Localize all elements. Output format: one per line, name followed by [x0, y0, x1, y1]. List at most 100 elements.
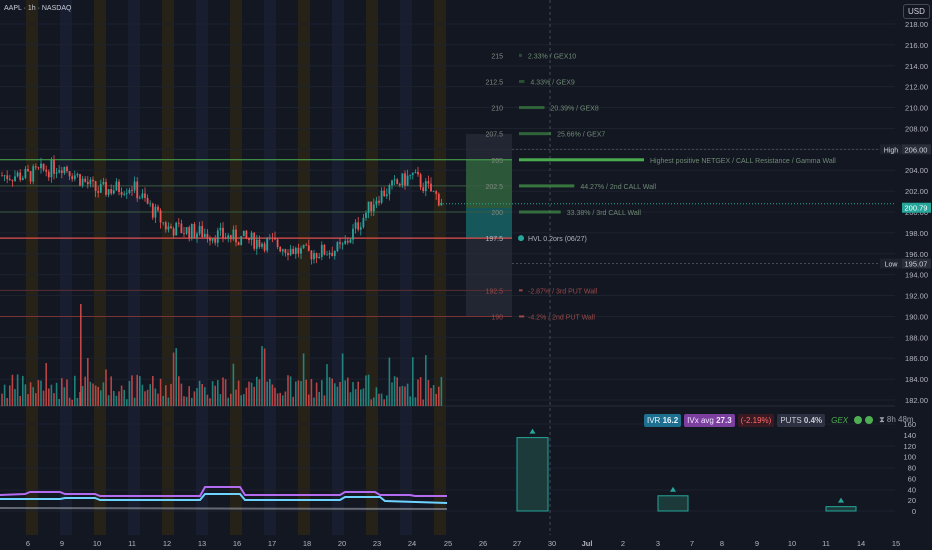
time-tick: 15 [892, 539, 900, 548]
candle-body [71, 176, 74, 180]
gex-dot-2 [865, 416, 874, 424]
candle-body [328, 252, 331, 255]
volume-bar [58, 399, 60, 406]
volume-bar [178, 376, 180, 406]
volume-bar [235, 389, 237, 406]
candle-body [414, 172, 417, 173]
volume-bar [417, 379, 419, 406]
candle-body [68, 171, 71, 177]
currency-button[interactable]: USD [903, 4, 930, 19]
candle-body [21, 177, 24, 180]
volume-bar [180, 383, 183, 406]
gex-level-strike: 192.5 [485, 288, 503, 295]
volume-bar [146, 389, 149, 406]
price-tick: 216.00 [905, 41, 928, 50]
volume-bar [305, 379, 307, 406]
volume-bar [427, 380, 430, 406]
gex-level-label: -4.2% / 2nd PUT Wall [528, 314, 595, 321]
price-tag-label-bg [880, 144, 902, 155]
price-tag-label: Low [885, 261, 899, 268]
gex-level-bar [519, 106, 545, 110]
candle-body [14, 176, 16, 181]
candle-body [393, 179, 396, 181]
candle-body [266, 238, 269, 251]
candle-body [24, 169, 27, 178]
volume-bar [29, 382, 32, 406]
price-tag-label: High [884, 147, 899, 154]
volume-bar [193, 391, 196, 406]
volume-bar [165, 385, 167, 406]
gex-dot-1 [854, 416, 863, 424]
volume-bar [414, 397, 417, 406]
candle-body [144, 193, 146, 198]
time-tick: 11 [822, 539, 830, 548]
volume-bar [50, 384, 53, 406]
candle-body [294, 247, 297, 254]
candle-body [29, 171, 32, 182]
volume-bar [271, 384, 274, 406]
volume-bar [113, 391, 115, 406]
volume-bar [102, 382, 105, 406]
gex-level-strike: 205 [491, 158, 503, 165]
puts-label: PUTS [780, 415, 802, 425]
candle-body [154, 206, 157, 218]
candle-body [391, 180, 393, 186]
volume-bar [404, 386, 406, 406]
candle-body [219, 227, 222, 231]
price-tick: 188.00 [905, 333, 928, 342]
candle-body [292, 248, 295, 254]
candle-body [55, 172, 58, 174]
time-tick: 27 [513, 539, 521, 548]
candle-body [94, 181, 97, 192]
candle-body [274, 237, 276, 240]
price-tag-value-bg [902, 202, 931, 213]
gex-level: 207.5 25.66% / GEX7 [485, 132, 605, 139]
level-lines [0, 148, 895, 317]
volume-bar [175, 348, 177, 406]
volume-bar [284, 391, 287, 406]
candle-body [344, 240, 347, 244]
candle-body [118, 181, 120, 192]
volume-bar [287, 375, 289, 406]
volume-bar [172, 352, 175, 406]
candle-body [289, 248, 292, 256]
volume-bar [386, 395, 388, 406]
gex-level-label: 2.33% / GEX10 [528, 53, 576, 60]
candle-body [175, 222, 178, 236]
volume-bar [115, 395, 118, 406]
candle-body [157, 206, 159, 211]
volume-bar [14, 389, 16, 406]
time-tick: 8 [720, 539, 724, 548]
gex-level-label: 44.27% / 2nd CALL Wall [580, 184, 656, 191]
time-tick: 11 [128, 539, 136, 548]
gex-level-strike: 197.5 [485, 236, 503, 243]
volume-bar [243, 394, 245, 406]
price-tick: 182.00 [905, 396, 928, 405]
candle-body [385, 194, 388, 197]
time-tick: 10 [93, 539, 101, 548]
candle-body [53, 160, 55, 174]
price-tick: 184.00 [905, 375, 928, 384]
iv-cyan-line [0, 493, 448, 504]
volume-bar [352, 382, 354, 406]
candle-body [339, 242, 341, 244]
price-tick: 196.00 [905, 250, 928, 259]
candle-body [417, 172, 419, 175]
candle-body [99, 184, 102, 193]
candle-body [105, 181, 107, 195]
candle-body [406, 175, 409, 186]
volume-bar [360, 389, 362, 406]
ivr-badge: IVR 16.2 [644, 413, 682, 427]
volume-bar [308, 394, 310, 406]
session-band [26, 0, 38, 535]
candle-body [177, 222, 180, 224]
timer-badge: ⧗ 8h 48m [879, 415, 914, 424]
gex-level-label: 4.33% / GEX9 [530, 79, 574, 86]
candle-body [115, 181, 118, 191]
candle-body [388, 185, 391, 195]
candle-body [196, 233, 198, 238]
candle-body [151, 203, 154, 218]
volume-bar [391, 382, 393, 406]
price-tick: 202.00 [905, 187, 928, 196]
